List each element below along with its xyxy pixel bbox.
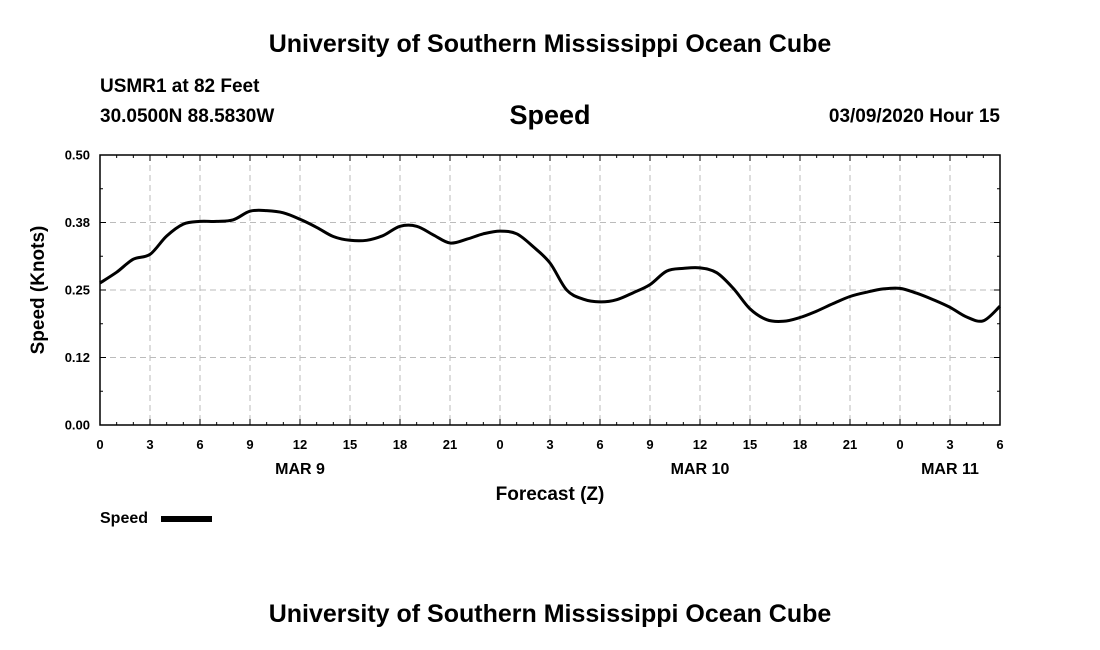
x-tick-label: 18: [793, 437, 807, 452]
x-tick-label: 9: [246, 437, 253, 452]
x-tick-label: 3: [946, 437, 953, 452]
variable-title: Speed: [509, 100, 591, 130]
footer-title: University of Southern Mississippi Ocean…: [268, 600, 832, 628]
y-tick-label: 0.50: [65, 148, 90, 163]
x-tick-label: 0: [496, 437, 503, 452]
x-tick-label: 0: [896, 437, 903, 452]
x-tick-label: 21: [843, 437, 857, 452]
x-tick-label: 3: [146, 437, 153, 452]
y-tick-label: 0.25: [65, 283, 90, 298]
x-tick-label: 3: [546, 437, 553, 452]
x-tick-label: 15: [743, 437, 757, 452]
x-axis-title: Forecast (Z): [496, 484, 605, 505]
date-label: MAR 11: [921, 461, 979, 478]
grid-lines: [100, 155, 1000, 425]
y-axis-title: Speed (Knots): [28, 226, 49, 355]
x-tick-label: 21: [443, 437, 457, 452]
datetime-label: 03/09/2020 Hour 15: [828, 106, 1000, 127]
date-label: MAR 9: [275, 461, 325, 478]
plot-frame: [99, 154, 1001, 426]
x-tick-label: 0: [96, 437, 103, 452]
legend-label: Speed: [100, 510, 149, 527]
coordinates-label: 30.0500N 88.5830W: [100, 106, 275, 127]
x-tick-label: 18: [393, 437, 407, 452]
x-tick-label: 15: [343, 437, 357, 452]
x-tick-label: 6: [596, 437, 603, 452]
y-tick-label: 0.12: [65, 350, 90, 365]
series-layer: [99, 208, 1002, 324]
legend-swatch: [161, 516, 212, 522]
x-tick-label: 6: [996, 437, 1003, 452]
x-tick-label: 9: [646, 437, 653, 452]
tick-labels: 0.00 0.12 0.25 0.38 0.50 0 3 6 9 12 15 18 21 0 3 6 9 12 15…: [65, 148, 1004, 479]
y-tick-label: 0.38: [65, 215, 90, 230]
x-tick-label: 6: [196, 437, 203, 452]
date-label: MAR 10: [671, 461, 730, 478]
chart-title: University of Southern Mississippi Ocean…: [268, 30, 832, 58]
speed-series-line: [99, 208, 1002, 324]
y-tick-label: 0.00: [65, 418, 90, 433]
x-tick-label: 12: [293, 437, 307, 452]
station-label: USMR1 at 82 Feet: [100, 76, 260, 97]
x-tick-label: 12: [693, 437, 707, 452]
